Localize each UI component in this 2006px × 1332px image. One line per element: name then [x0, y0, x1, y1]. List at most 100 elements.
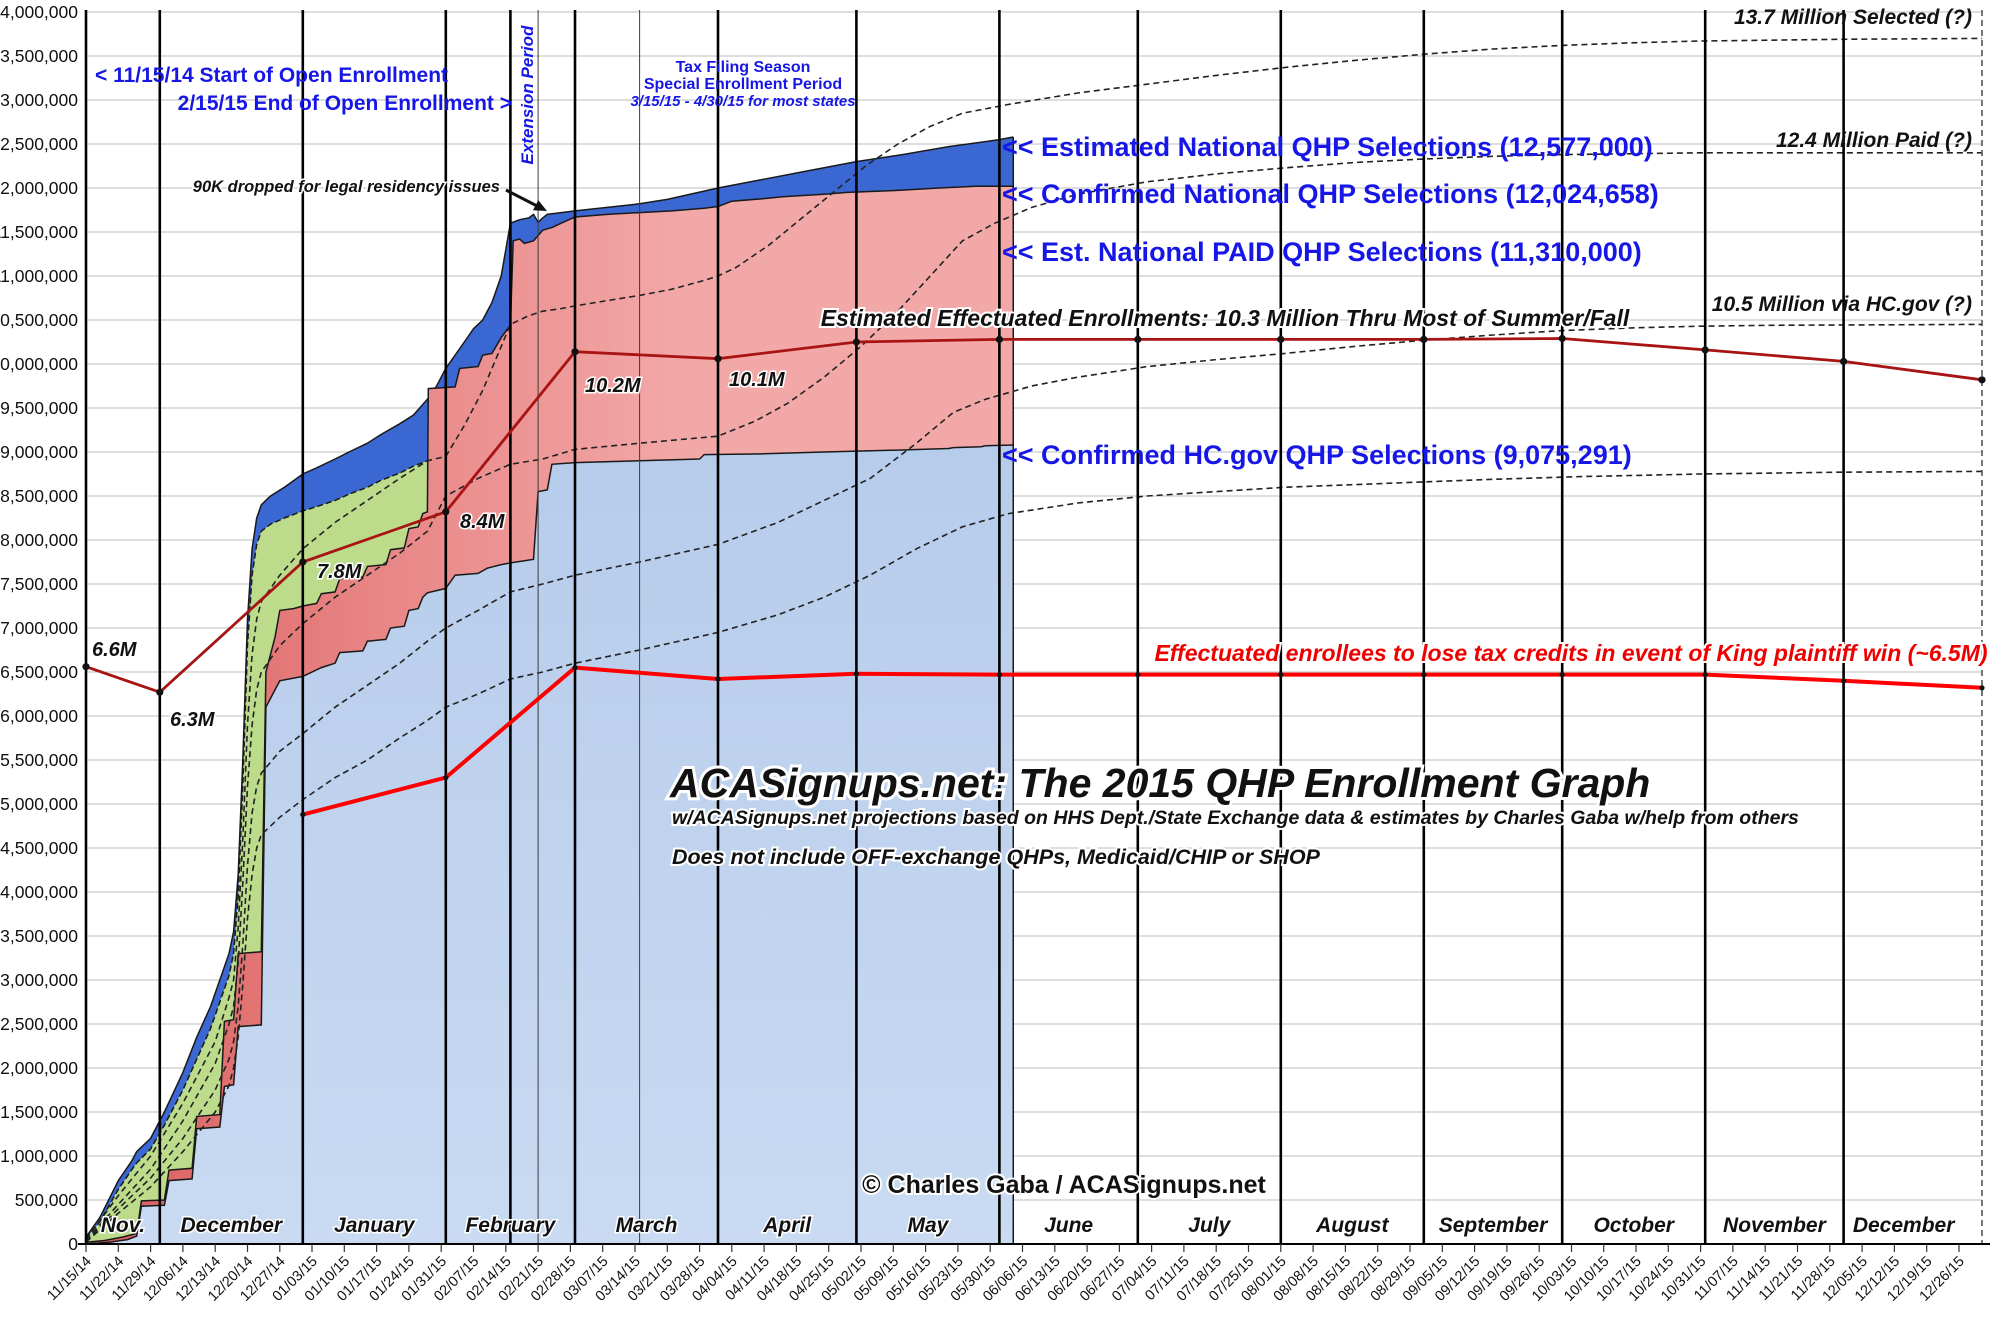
y-axis-label: 10,500,000 — [0, 310, 78, 330]
month-label: November — [1723, 1214, 1828, 1237]
effectuated-marker — [82, 663, 90, 671]
y-axis-label: 9,500,000 — [0, 398, 78, 418]
month-label: August — [1315, 1214, 1389, 1237]
confirmed-hcgov-label: << Confirmed HC.gov QHP Selections (9,07… — [1002, 440, 1632, 470]
effectuated-marker — [1420, 335, 1428, 343]
month-label: June — [1044, 1214, 1093, 1237]
king-ruling-marker — [996, 672, 1003, 678]
effectuated-marker — [1978, 376, 1986, 384]
dropped-90k-arrow-head — [533, 200, 547, 211]
effectuated-marker — [299, 558, 307, 566]
month-label: February — [465, 1214, 556, 1237]
chart-title: ACASignups.net: The 2015 QHP Enrollment … — [669, 760, 1650, 806]
y-axis-label: 14,000,000 — [0, 2, 78, 22]
y-axis-label: 5,500,000 — [0, 750, 78, 770]
y-axis-label: 5,000,000 — [0, 794, 78, 814]
king-ruling-marker — [300, 812, 306, 818]
y-axis-label: 6,500,000 — [0, 662, 78, 682]
effectuated-marker — [156, 688, 164, 696]
y-axis-label: 12,500,000 — [0, 134, 78, 154]
month-label: April — [762, 1214, 812, 1237]
point-label-10-1m: 10.1M — [729, 369, 786, 391]
y-axis-label: 1,000,000 — [0, 1146, 78, 1166]
area-confirmed_hcgov — [86, 445, 1014, 1244]
point-label-8-4m: 8.4M — [460, 511, 506, 533]
extension-period-label: Extension Period — [518, 25, 537, 164]
point-label-6-6m: 6.6M — [92, 639, 138, 661]
y-axis-label: 6,000,000 — [0, 706, 78, 726]
y-axis-label: 12,000,000 — [0, 178, 78, 198]
y-axis-label: 8,500,000 — [0, 486, 78, 506]
y-axis-label: 8,000,000 — [0, 530, 78, 550]
effectuated-marker — [1277, 335, 1285, 343]
y-axis-label: 4,000,000 — [0, 882, 78, 902]
month-label: Nov. — [101, 1214, 145, 1237]
selected-projection-note: 13.7 Million Selected (?) — [1734, 6, 1972, 29]
king-ruling-marker — [572, 665, 578, 671]
month-label: September — [1439, 1214, 1549, 1237]
king-ruling-marker — [1278, 672, 1284, 678]
y-axis-label: 11,000,000 — [0, 266, 78, 286]
king-ruling-marker — [715, 676, 721, 682]
y-axis-label: 2,500,000 — [0, 1014, 78, 1034]
month-label: March — [616, 1214, 678, 1237]
effectuated-marker — [1134, 335, 1142, 343]
tax-season-line3: 3/15/15 - 4/30/15 for most states — [630, 93, 855, 110]
hcgov-projection-note: 10.5 Million via HC.gov (?) — [1712, 293, 1972, 316]
effectuated-marker — [1558, 334, 1566, 343]
point-label-10-2m: 10.2M — [585, 375, 642, 397]
king-ruling-marker — [1135, 672, 1141, 678]
point-label-7-8m: 7.8M — [317, 561, 363, 583]
y-axis-label: 7,500,000 — [0, 574, 78, 594]
boundary-estimated_states — [85, 460, 428, 1240]
month-label: May — [907, 1214, 949, 1237]
king-ruling-marker — [443, 775, 449, 781]
y-axis-label: 11,500,000 — [0, 222, 78, 242]
tax-season-line2: Special Enrollment Period — [644, 76, 842, 93]
effectuated-marker — [442, 508, 450, 516]
king-ruling-marker — [853, 671, 860, 677]
boundary-confirmed_hcgov — [85, 444, 1014, 1245]
estimated-national-label: << Estimated National QHP Selections (12… — [1002, 132, 1653, 162]
king-ruling-marker — [1559, 672, 1565, 678]
y-axis-label: 500,000 — [15, 1190, 79, 1210]
proj-hcgov-line — [85, 323, 1983, 1242]
month-label: January — [334, 1214, 416, 1237]
effectuated-marker — [1840, 357, 1848, 365]
paid-projection-note: 12.4 Million Paid (?) — [1776, 129, 1972, 152]
y-axis-label: 2,000,000 — [0, 1058, 78, 1078]
proj-paid-line — [85, 152, 1982, 1242]
copyright-label: © Charles Gaba / ACASignups.net — [862, 1171, 1266, 1199]
month-label: October — [1593, 1214, 1675, 1237]
month-label: December — [1853, 1214, 1956, 1237]
king-ruling-note: Effectuated enrollees to lose tax credit… — [1154, 640, 1987, 666]
y-axis-label: 10,000,000 — [0, 354, 78, 374]
effectuated-note: Estimated Effectuated Enrollments: 10.3 … — [821, 305, 1630, 331]
chart-subtitle: w/ACASignups.net projections based on HH… — [672, 807, 1799, 829]
king-ruling-marker — [1702, 672, 1708, 678]
month-label: December — [181, 1214, 284, 1237]
y-axis-label: 3,000,000 — [0, 970, 78, 990]
y-axis-label: 13,000,000 — [0, 90, 78, 110]
point-label-6-3m: 6.3M — [170, 709, 216, 731]
boundary-confirmed_national — [85, 185, 1014, 1243]
effectuated-marker — [714, 355, 722, 363]
tax-season-line1: Tax Filing Season — [676, 59, 811, 76]
estimated-paid-label: << Est. National PAID QHP Selections (11… — [1002, 237, 1642, 267]
y-axis-label: 1,500,000 — [0, 1102, 78, 1122]
dropped-90k-note: 90K dropped for legal residency issues — [193, 178, 500, 196]
effectuated-marker — [571, 348, 579, 356]
month-label: July — [1188, 1214, 1231, 1237]
y-axis-label: 4,500,000 — [0, 838, 78, 858]
dropped-90k-arrow — [505, 188, 542, 210]
king-ruling-marker — [1841, 678, 1847, 684]
effectuated-marker — [852, 338, 861, 346]
start-open-enrollment-label: < 11/15/14 Start of Open Enrollment — [95, 64, 448, 87]
effectuated-marker — [995, 335, 1004, 343]
chart-disclaimer: Does not include OFF-exchange QHPs, Medi… — [672, 845, 1321, 869]
king-ruling-marker — [1979, 685, 1985, 691]
y-axis-label: 9,000,000 — [0, 442, 78, 462]
y-axis-label: 3,500,000 — [0, 926, 78, 946]
